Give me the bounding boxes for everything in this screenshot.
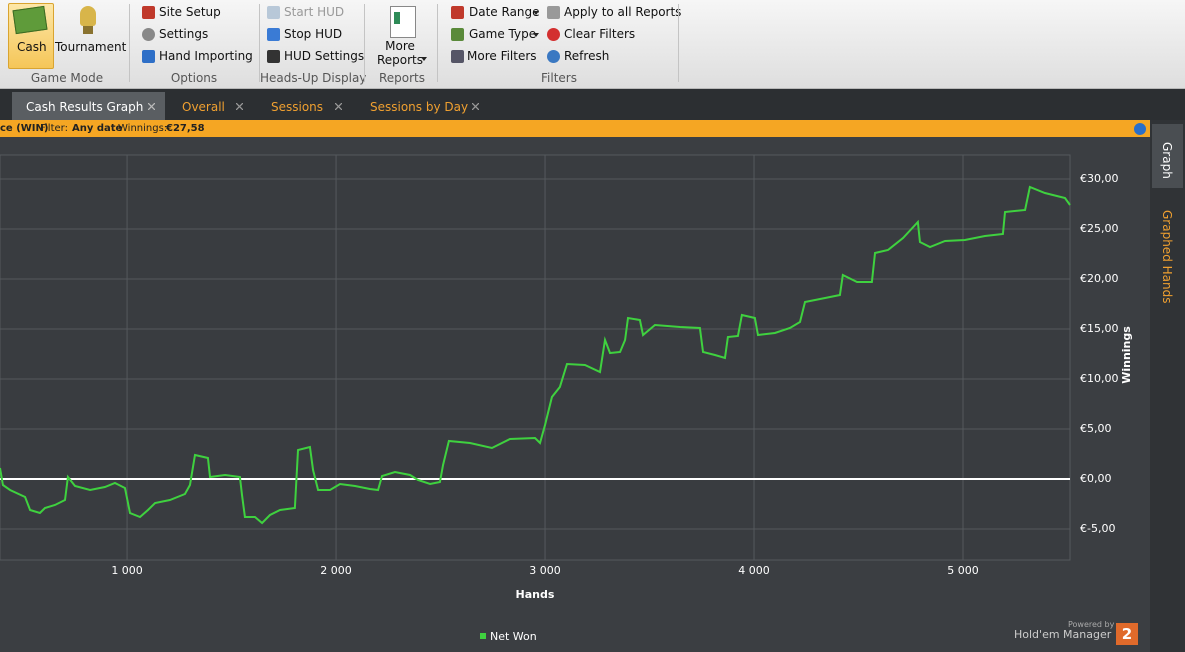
x-tick-label: 1 000 bbox=[111, 564, 143, 577]
x-tick-label: 3 000 bbox=[529, 564, 561, 577]
dropdown-arrow bbox=[533, 33, 539, 37]
separator bbox=[259, 4, 260, 82]
tab[interactable]: Overall bbox=[168, 92, 254, 120]
help-icon[interactable] bbox=[1134, 123, 1146, 135]
icon bbox=[267, 50, 280, 63]
product-logo: 2 bbox=[1116, 623, 1138, 645]
filter-label: Filter: bbox=[40, 123, 68, 134]
legend-swatch bbox=[480, 633, 486, 639]
icon bbox=[547, 28, 560, 41]
icon bbox=[547, 50, 560, 63]
tab-label[interactable]: Sessions by Day bbox=[370, 100, 469, 114]
separator bbox=[129, 4, 130, 82]
side-tab[interactable]: Graph bbox=[1160, 142, 1174, 179]
separator bbox=[678, 4, 679, 82]
side-tab[interactable]: Graphed Hands bbox=[1160, 210, 1174, 304]
group-label: Options bbox=[170, 71, 218, 85]
y-tick-label: €-5,00 bbox=[1080, 522, 1115, 535]
close-icon[interactable] bbox=[148, 103, 155, 110]
reports-icon-bar bbox=[394, 12, 400, 24]
x-tick-label: 2 000 bbox=[320, 564, 352, 577]
y-tick-label: €10,00 bbox=[1080, 372, 1119, 385]
y-tick-label: €25,00 bbox=[1080, 222, 1119, 235]
start-hud: Start HUD bbox=[284, 5, 345, 19]
data-line bbox=[0, 185, 1071, 525]
y-axis-label: Winnings bbox=[1120, 326, 1133, 384]
tab-bar: Cash Results Graph Overall Sessions Sess… bbox=[0, 89, 1185, 120]
apply-to-all-reports[interactable]: Apply to all Reports bbox=[564, 5, 682, 19]
icon bbox=[142, 6, 155, 19]
trophy-icon bbox=[80, 6, 96, 26]
cash-button[interactable]: Cash bbox=[17, 40, 47, 54]
side-tab-active[interactable] bbox=[1152, 124, 1183, 188]
side-panel: Graph Graphed Hands bbox=[1150, 120, 1185, 652]
clear-filters[interactable]: Clear Filters bbox=[564, 27, 636, 41]
group-label: Filters bbox=[541, 71, 577, 85]
close-icon[interactable] bbox=[335, 103, 342, 110]
tab[interactable]: Sessions by Day bbox=[356, 92, 490, 120]
more-reports[interactable]: More Reports bbox=[376, 39, 424, 67]
tab[interactable]: Sessions bbox=[257, 92, 353, 120]
icon bbox=[267, 28, 280, 41]
ribbon-toolbar: Cash Tournament Game Mode Site Setup Set… bbox=[0, 0, 1185, 89]
y-tick-label: €5,00 bbox=[1080, 422, 1112, 435]
dropdown-arrow bbox=[421, 57, 427, 61]
cash-icon bbox=[12, 5, 48, 35]
x-tick-label: 5 000 bbox=[947, 564, 979, 577]
icon bbox=[451, 6, 464, 19]
dropdown-arrow bbox=[533, 11, 539, 15]
product-name: Hold'em Manager bbox=[1014, 628, 1112, 641]
tab-label[interactable]: Cash Results Graph bbox=[26, 100, 144, 114]
x-axis-label: Hands bbox=[516, 588, 555, 601]
legend-label: Net Won bbox=[490, 630, 537, 643]
game-type[interactable]: Game Type bbox=[469, 27, 537, 41]
icon bbox=[451, 28, 464, 41]
y-tick-label: €0,00 bbox=[1080, 472, 1112, 485]
separator bbox=[437, 4, 438, 82]
powered-by: Powered by bbox=[1068, 620, 1115, 629]
site-setup[interactable]: Site Setup bbox=[159, 5, 221, 19]
y-tick-label: €20,00 bbox=[1080, 272, 1119, 285]
icon bbox=[547, 6, 560, 19]
close-icon[interactable] bbox=[472, 103, 479, 110]
x-tick-label: 4 000 bbox=[738, 564, 770, 577]
group-label: Heads-Up Display bbox=[260, 71, 367, 85]
icon bbox=[142, 50, 155, 63]
icon bbox=[267, 6, 280, 19]
chart: 1 000 2 000 3 000 4 000 5 000 €-5,00 €0,00 €5,0… bbox=[0, 137, 1150, 652]
tournament-button[interactable]: Tournament bbox=[55, 40, 127, 54]
group-label: Reports bbox=[378, 71, 426, 85]
date-range[interactable]: Date Range bbox=[469, 5, 540, 19]
filter-value: Any date bbox=[72, 123, 123, 134]
report-name: ce (WIN) bbox=[0, 123, 49, 134]
more-filters[interactable]: More Filters bbox=[467, 49, 537, 63]
close-icon[interactable] bbox=[236, 103, 243, 110]
group-label: Game Mode bbox=[30, 71, 104, 85]
tab[interactable]: Cash Results Graph bbox=[12, 92, 165, 120]
winnings-label: Winnings: bbox=[118, 123, 168, 134]
tab-label[interactable]: Overall bbox=[182, 100, 225, 114]
y-tick-label: €30,00 bbox=[1080, 172, 1119, 185]
refresh[interactable]: Refresh bbox=[564, 49, 610, 63]
stop-hud[interactable]: Stop HUD bbox=[284, 27, 343, 41]
filter-bar: ce (WIN) Filter: Any date Winnings: €27,… bbox=[0, 120, 1150, 137]
plot-area bbox=[0, 154, 1071, 561]
hud-settings[interactable]: HUD Settings bbox=[284, 49, 365, 63]
tab-label[interactable]: Sessions bbox=[271, 100, 324, 114]
icon bbox=[451, 50, 464, 63]
separator bbox=[364, 4, 365, 82]
hand-importing[interactable]: Hand Importing bbox=[159, 49, 253, 63]
icon bbox=[142, 28, 155, 41]
y-tick-label: €15,00 bbox=[1080, 322, 1119, 335]
settings[interactable]: Settings bbox=[159, 27, 209, 41]
winnings-value: €27,58 bbox=[166, 123, 205, 134]
trophy-base bbox=[83, 26, 93, 34]
